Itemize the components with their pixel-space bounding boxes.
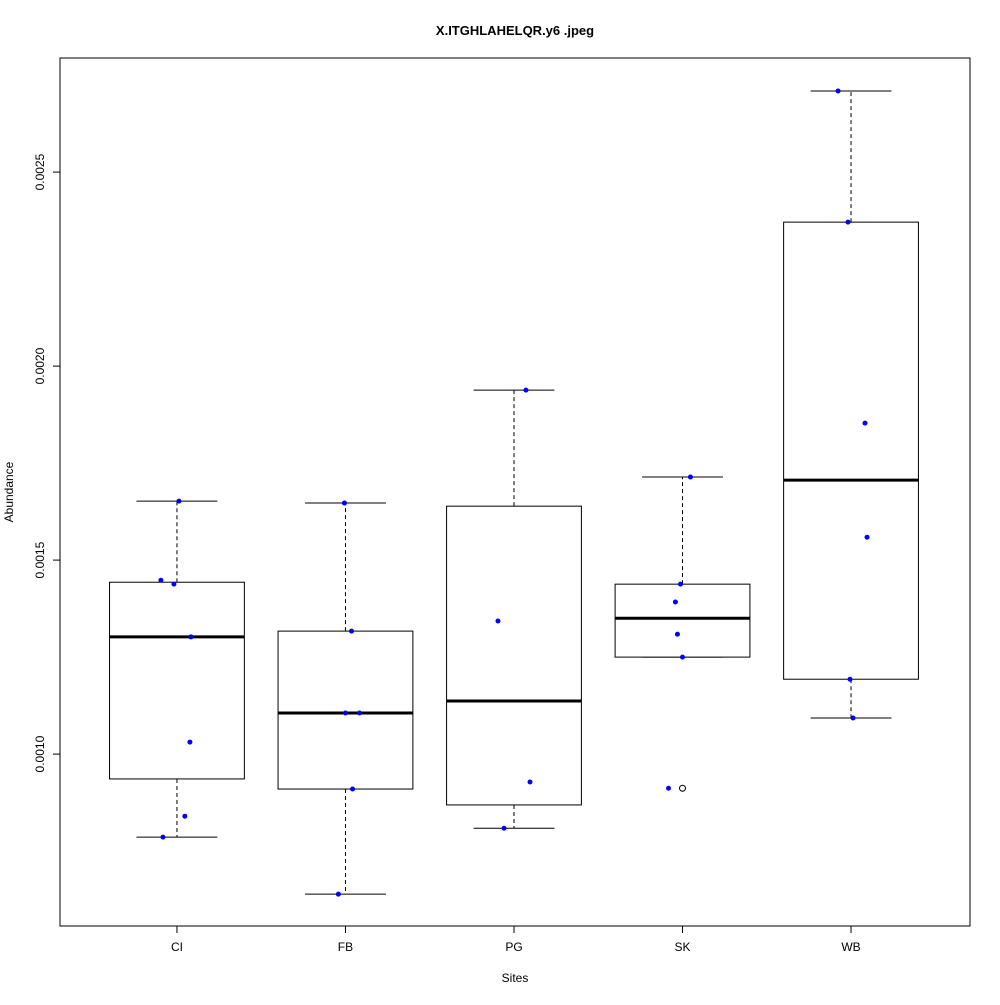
data-point — [677, 581, 683, 587]
data-point — [495, 618, 501, 624]
data-point — [341, 500, 347, 506]
data-point — [850, 715, 856, 721]
outlier-point — [679, 784, 687, 792]
data-point — [335, 891, 341, 897]
x-tick-label: PG — [505, 940, 522, 954]
data-point — [687, 474, 693, 480]
y-axis-label: Abundance — [2, 461, 16, 522]
box-WB — [783, 221, 919, 680]
data-point — [864, 534, 870, 540]
data-point — [672, 599, 678, 605]
data-point — [862, 420, 868, 426]
data-point — [674, 631, 680, 637]
data-point — [187, 739, 193, 745]
plot-frame — [59, 57, 971, 927]
data-point — [176, 498, 182, 504]
data-point — [527, 779, 533, 785]
y-tick-label: 0.0010 — [33, 735, 47, 772]
chart-title: X.ITGHLAHELQR.y6 .jpeg — [436, 23, 594, 38]
x-tick-label: CI — [171, 940, 183, 954]
data-point — [523, 387, 529, 393]
data-point — [158, 577, 164, 583]
data-point — [666, 785, 672, 791]
data-point — [356, 710, 362, 716]
data-point — [501, 825, 507, 831]
data-point — [680, 654, 686, 660]
y-tick-label: 0.0025 — [33, 153, 47, 190]
data-point — [847, 676, 853, 682]
box-FB — [277, 630, 414, 790]
data-point — [171, 581, 177, 587]
y-tick-label: 0.0015 — [33, 541, 47, 578]
x-axis-label: Sites — [502, 971, 529, 985]
data-point — [188, 634, 194, 640]
x-tick-label: FB — [338, 940, 353, 954]
y-tick-label: 0.0020 — [33, 347, 47, 384]
data-point — [835, 88, 841, 94]
data-point — [160, 834, 166, 840]
data-point — [182, 813, 188, 819]
data-point — [342, 710, 348, 716]
data-point — [349, 628, 355, 634]
x-tick-label: WB — [841, 940, 860, 954]
box-CI — [109, 581, 245, 780]
box-PG — [446, 505, 582, 806]
data-point — [845, 219, 851, 225]
box-SK — [614, 583, 751, 658]
data-point — [350, 786, 356, 792]
x-tick-label: SK — [674, 940, 690, 954]
